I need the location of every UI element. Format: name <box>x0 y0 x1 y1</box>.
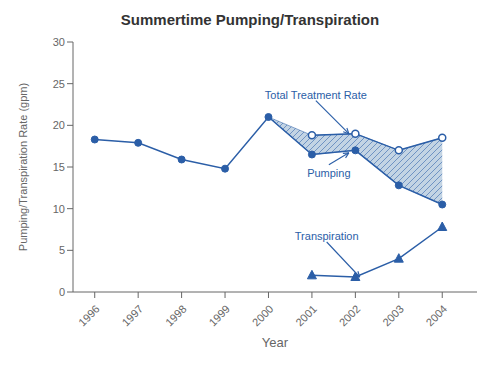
svg-text:1997: 1997 <box>119 303 145 329</box>
svg-text:1999: 1999 <box>206 303 232 329</box>
svg-text:Transpiration: Transpiration <box>295 230 359 242</box>
svg-text:0: 0 <box>59 286 65 298</box>
svg-text:Pumping: Pumping <box>307 167 350 179</box>
html-text:Summertime Pumping/Transpirati: Summertime Pumping/Transpiration <box>120 11 380 28</box>
svg-text:2000: 2000 <box>250 303 276 329</box>
svg-text:20: 20 <box>53 119 65 131</box>
svg-text:1998: 1998 <box>163 303 189 329</box>
svg-text:Year: Year <box>262 335 289 350</box>
svg-text:25: 25 <box>53 78 65 90</box>
svg-text:Total Treatment Rate: Total Treatment Rate <box>265 89 367 101</box>
svg-text:1996: 1996 <box>76 303 102 329</box>
svg-text:2001: 2001 <box>293 303 319 329</box>
svg-text:2002: 2002 <box>337 303 363 329</box>
svg-text:2003: 2003 <box>380 303 406 329</box>
svg-text:5: 5 <box>59 244 65 256</box>
svg-text:10: 10 <box>53 203 65 215</box>
svg-text:2004: 2004 <box>424 303 450 329</box>
svg-text:Pumping/Transpiration Rate (gp: Pumping/Transpiration Rate (gpm) <box>17 83 29 251</box>
svg-text:30: 30 <box>53 36 65 48</box>
svg-text:15: 15 <box>53 161 65 173</box>
